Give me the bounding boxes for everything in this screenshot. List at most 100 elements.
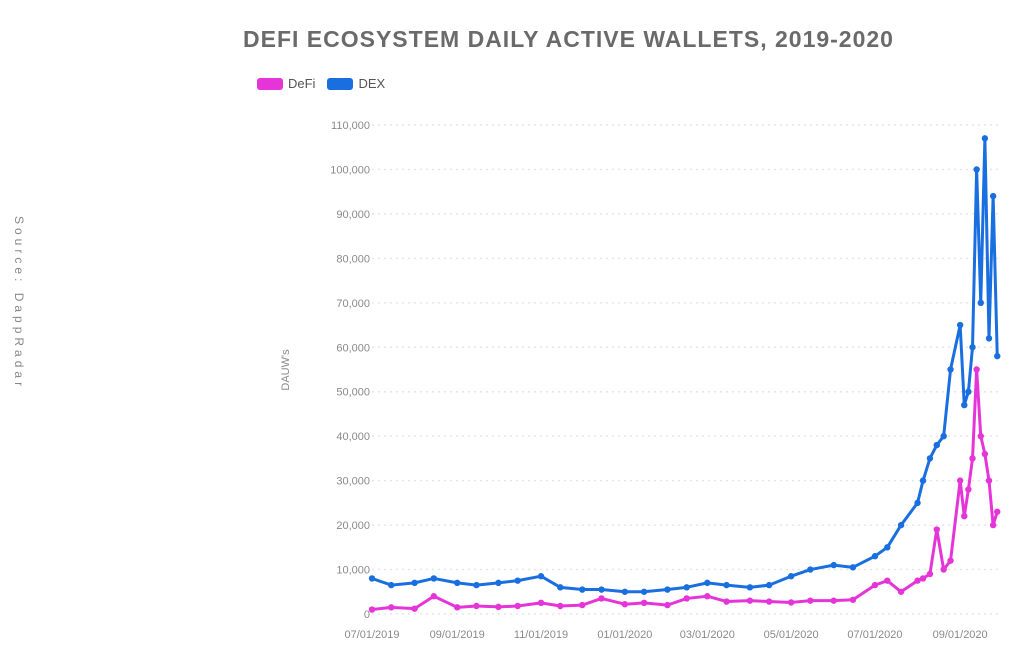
- y-tick-label: 30,000: [336, 476, 370, 488]
- data-point-dex: [640, 588, 648, 595]
- data-point-dex: [473, 581, 480, 589]
- data-point-dex: [871, 553, 879, 560]
- data-point-dex: [989, 192, 997, 200]
- data-point-dex: [683, 584, 690, 591]
- data-point-defi: [640, 599, 648, 607]
- data-point-defi: [430, 593, 438, 600]
- data-point-defi: [746, 597, 754, 604]
- y-tick-label: 60,000: [336, 342, 370, 354]
- data-point-dex: [981, 135, 989, 142]
- x-tick-label: 09/01/2020: [933, 629, 988, 641]
- data-point-defi: [981, 450, 989, 458]
- data-point-dex: [495, 579, 502, 587]
- x-tick-label: 09/01/2019: [430, 629, 485, 641]
- data-point-dex: [849, 564, 857, 571]
- data-point-defi: [947, 557, 954, 564]
- data-point-defi: [704, 593, 711, 600]
- data-point-defi: [830, 597, 837, 604]
- y-tick-label: 90,000: [336, 209, 370, 221]
- data-point-defi: [973, 366, 980, 373]
- data-point-defi: [765, 598, 773, 605]
- data-point-dex: [977, 299, 984, 307]
- data-point-defi: [965, 486, 972, 493]
- data-point-defi: [914, 577, 921, 584]
- legend-label-dex: DEX: [358, 76, 386, 91]
- y-tick-label: 100,000: [330, 164, 370, 176]
- source-note: Source: DappRadar: [12, 216, 26, 391]
- data-point-dex: [579, 586, 586, 593]
- data-point-dex: [787, 573, 795, 580]
- data-point-defi: [884, 577, 891, 584]
- data-point-dex: [994, 352, 1001, 360]
- legend-label-defi: DeFi: [288, 76, 316, 91]
- legend: DeFi DEX: [257, 76, 397, 91]
- data-point-dex: [765, 581, 773, 589]
- data-point-dex: [830, 561, 837, 569]
- data-point-dex: [940, 432, 947, 440]
- data-point-defi: [664, 601, 671, 609]
- data-point-defi: [985, 477, 993, 484]
- legend-item-defi[interactable]: DeFi: [257, 76, 315, 91]
- y-tick-label: 10,000: [336, 565, 370, 577]
- data-point-defi: [388, 604, 395, 611]
- data-point-defi: [940, 566, 947, 573]
- data-point-defi: [871, 581, 879, 589]
- data-point-dex: [368, 575, 376, 582]
- data-point-dex: [807, 566, 814, 573]
- data-point-defi: [683, 595, 690, 602]
- data-point-dex: [557, 584, 564, 591]
- y-tick-label: 0: [364, 609, 370, 621]
- y-tick-label: 110,000: [331, 120, 370, 132]
- y-tick-label: 50,000: [336, 387, 370, 399]
- data-point-dex: [664, 586, 671, 593]
- data-point-defi: [514, 602, 521, 610]
- data-point-defi: [933, 526, 940, 533]
- x-tick-label: 11/01/2019: [514, 629, 568, 641]
- data-point-defi: [411, 605, 418, 612]
- data-point-dex: [914, 499, 921, 507]
- data-point-dex: [388, 581, 395, 589]
- data-point-dex: [537, 573, 545, 580]
- data-point-defi: [989, 521, 997, 529]
- data-point-defi: [969, 455, 976, 462]
- data-point-dex: [411, 579, 418, 587]
- data-point-defi: [787, 599, 795, 606]
- data-point-dex: [926, 455, 934, 462]
- data-point-defi: [897, 588, 905, 595]
- chart-title: DEFI ECOSYSTEM DAILY ACTIVE WALLETS, 201…: [243, 26, 894, 52]
- data-point-dex: [621, 588, 629, 595]
- data-point-dex: [723, 581, 730, 589]
- y-tick-label: 70,000: [336, 298, 370, 310]
- x-tick-label: 01/01/2020: [597, 629, 652, 641]
- data-point-dex: [947, 366, 954, 373]
- data-point-dex: [704, 579, 711, 587]
- data-point-dex: [956, 321, 964, 329]
- data-point-dex: [961, 401, 968, 409]
- data-point-dex: [514, 577, 521, 584]
- data-point-defi: [723, 598, 730, 605]
- data-point-defi: [849, 596, 857, 603]
- data-point-defi: [453, 604, 461, 611]
- data-point-dex: [985, 335, 993, 342]
- data-point-defi: [537, 599, 545, 607]
- data-point-defi: [977, 432, 984, 440]
- data-point-dex: [453, 579, 461, 587]
- y-tick-label: 80,000: [336, 253, 370, 265]
- data-point-dex: [973, 166, 980, 173]
- data-point-defi: [807, 597, 814, 604]
- x-tick-label: 07/01/2019: [344, 629, 399, 641]
- x-tick-label: 05/01/2020: [764, 629, 819, 641]
- data-point-dex: [897, 521, 905, 529]
- data-point-defi: [495, 603, 502, 611]
- data-point-defi: [473, 602, 480, 610]
- data-point-dex: [919, 477, 927, 484]
- data-point-defi: [368, 606, 376, 613]
- data-point-dex: [969, 344, 976, 351]
- data-point-defi: [926, 570, 934, 578]
- y-axis-label: DAUW's: [280, 349, 292, 391]
- data-point-defi: [621, 601, 629, 608]
- data-point-dex: [746, 584, 754, 591]
- legend-item-dex[interactable]: DEX: [327, 76, 385, 91]
- data-point-dex: [598, 586, 605, 593]
